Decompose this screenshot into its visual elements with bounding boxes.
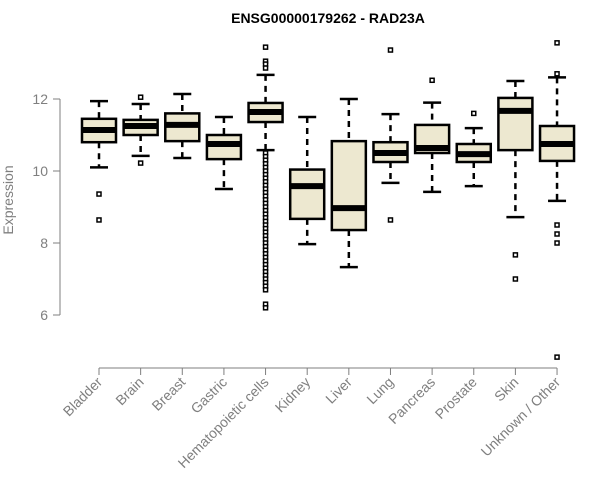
outlier-point — [554, 240, 560, 246]
outlier-point — [137, 160, 144, 166]
x-tick-label: Lung — [363, 374, 396, 407]
iqr-box — [497, 96, 534, 152]
iqr-box — [330, 139, 368, 232]
box-group — [164, 92, 201, 160]
box-group — [455, 110, 493, 188]
y-axis: 6 8 10 12 — [32, 91, 61, 323]
x-tick-label: Kidney — [272, 374, 314, 416]
y-tick-label: 8 — [40, 235, 48, 251]
box-group — [80, 99, 118, 223]
iqr-box — [205, 133, 243, 161]
boxes — [80, 40, 576, 360]
outlier-point — [387, 47, 394, 53]
outlier-point — [554, 231, 560, 237]
outlier-point — [554, 354, 560, 360]
x-tick-label: Breast — [148, 374, 188, 414]
outlier-point — [262, 65, 269, 71]
box-group — [247, 44, 284, 311]
outlier-point — [554, 40, 560, 46]
box-group — [205, 115, 243, 191]
box-group — [372, 47, 409, 223]
x-tick-label: Bladder — [60, 374, 106, 420]
outlier-point — [96, 191, 102, 197]
x-tick-label: Skin — [491, 374, 522, 405]
x-tick-label: Unknown / Other — [478, 374, 564, 460]
outlier-point — [512, 252, 519, 258]
outlier-point — [512, 276, 519, 282]
box-group — [538, 40, 576, 360]
outlier-point — [137, 94, 144, 100]
x-tick-label: Brain — [112, 374, 146, 408]
outlier-point — [262, 44, 269, 50]
box-group — [330, 97, 368, 269]
chart-title: ENSG00000179262 - RAD23A — [231, 10, 425, 26]
box-group — [122, 94, 159, 166]
y-axis-label: Expression — [0, 165, 16, 234]
outlier-point — [429, 77, 435, 84]
y-tick-label: 6 — [40, 307, 48, 323]
outlier-point — [262, 305, 269, 311]
y-tick-label: 12 — [32, 91, 48, 107]
x-tick-label: Liver — [322, 374, 355, 407]
outlier-point — [471, 110, 477, 117]
outlier-point — [387, 217, 394, 223]
y-tick-label: 10 — [32, 163, 48, 179]
iqr-box — [288, 168, 326, 221]
outlier-point — [554, 71, 560, 77]
outlier-point — [554, 222, 560, 228]
outlier-point — [96, 217, 102, 223]
box-group — [413, 77, 451, 194]
outlier-point — [262, 287, 269, 293]
box-group — [288, 115, 326, 246]
x-tick-label: Prostate — [432, 374, 480, 422]
box-group — [497, 79, 534, 282]
